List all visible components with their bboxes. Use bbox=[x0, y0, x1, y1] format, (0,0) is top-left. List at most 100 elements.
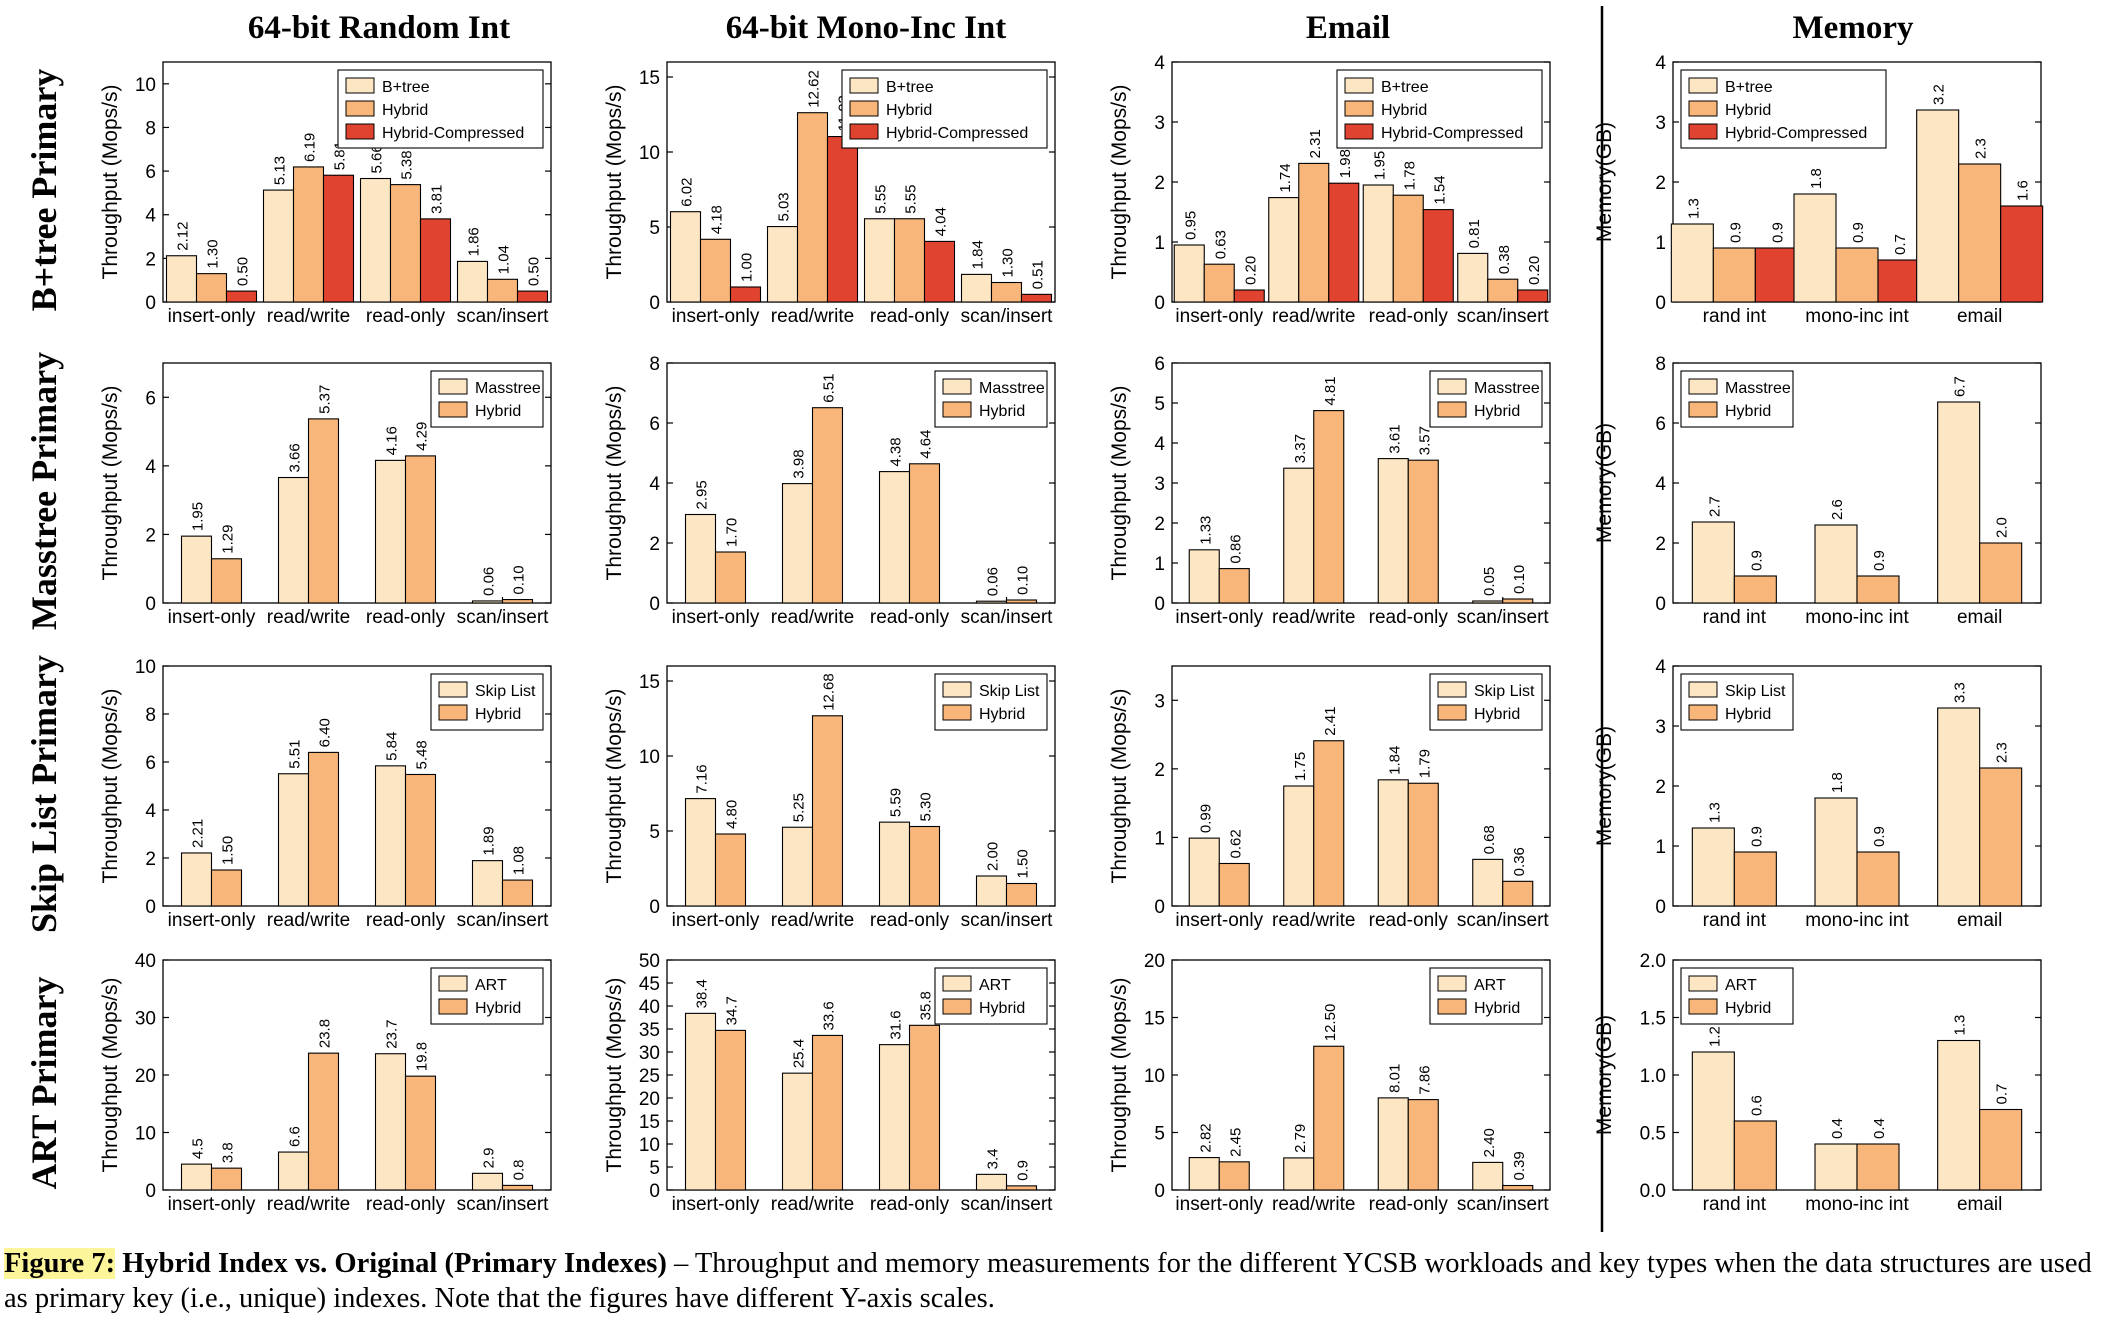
data-label: 1.54 bbox=[1431, 175, 1448, 204]
y-tick-label: 1 bbox=[1655, 837, 1666, 858]
data-label: 2.7 bbox=[1706, 496, 1723, 517]
legend-swatch bbox=[1688, 100, 1718, 117]
y-tick-label: 5 bbox=[1154, 1124, 1165, 1145]
data-label: 5.66 bbox=[369, 144, 386, 173]
y-tick-label: 3 bbox=[1154, 474, 1165, 495]
bar bbox=[501, 1184, 534, 1191]
legend-swatch bbox=[1344, 123, 1374, 140]
data-label: 4.80 bbox=[724, 800, 741, 829]
y-tick-label: 2 bbox=[1655, 173, 1666, 194]
x-tick-label: read-only bbox=[870, 910, 950, 931]
x-tick-label: read-only bbox=[1369, 1194, 1449, 1215]
bar bbox=[180, 535, 213, 604]
x-tick-label: insert-only bbox=[1175, 607, 1263, 628]
data-label: 8.01 bbox=[1386, 1064, 1403, 1093]
data-label: 6.02 bbox=[679, 177, 696, 206]
bar bbox=[277, 1151, 310, 1191]
data-label: 31.6 bbox=[888, 1010, 905, 1039]
bar bbox=[471, 1172, 504, 1191]
bar bbox=[1005, 882, 1038, 907]
y-tick-label: 0 bbox=[649, 594, 660, 615]
data-label: 6.51 bbox=[821, 373, 838, 402]
data-label: 0.06 bbox=[985, 567, 1002, 596]
x-tick-label: email bbox=[1957, 607, 2002, 628]
data-label: 1.84 bbox=[970, 240, 987, 269]
y-tick-label: 8 bbox=[145, 118, 156, 139]
data-label: 0.68 bbox=[1481, 825, 1498, 854]
bar bbox=[292, 166, 325, 303]
x-tick-label: rand int bbox=[1703, 306, 1767, 327]
legend-swatch bbox=[345, 77, 375, 94]
legend-swatch bbox=[942, 681, 972, 698]
x-tick-label: read-only bbox=[366, 306, 446, 327]
bar bbox=[1856, 851, 1900, 907]
legend-entry: Hybrid bbox=[475, 403, 521, 420]
bar bbox=[1733, 575, 1777, 604]
legend-entry: Hybrid-Compressed bbox=[1381, 125, 1523, 142]
legend-swatch bbox=[942, 378, 972, 395]
data-label: 0.62 bbox=[1227, 829, 1244, 858]
data-label: 2.12 bbox=[175, 222, 192, 251]
bar bbox=[1298, 162, 1330, 303]
data-label: 0.6 bbox=[1748, 1095, 1765, 1116]
legend-swatch bbox=[1688, 704, 1718, 721]
bar bbox=[180, 1163, 213, 1191]
x-tick-label: rand int bbox=[1703, 1194, 1767, 1215]
data-label: 0.20 bbox=[1526, 256, 1543, 285]
legend-swatch bbox=[1437, 401, 1467, 418]
bar bbox=[180, 852, 213, 907]
x-tick-label: scan/insert bbox=[457, 910, 550, 931]
data-label: 0.95 bbox=[1182, 211, 1199, 240]
y-tick-label: 2 bbox=[145, 249, 156, 270]
data-label: 1.8 bbox=[1829, 772, 1846, 793]
legend-entry: Hybrid bbox=[979, 1000, 1025, 1017]
x-tick-label: mono-inc int bbox=[1805, 306, 1909, 327]
y-tick-label: 10 bbox=[135, 75, 156, 96]
y-tick-label: 4 bbox=[1154, 53, 1165, 74]
x-tick-label: scan/insert bbox=[1457, 306, 1550, 327]
y-tick-label: 4 bbox=[1655, 657, 1666, 678]
chart-panel: 0 2 4 6 Throughput (Mops/s) insert-only 1.95 1.… bbox=[99, 362, 552, 628]
bar bbox=[1328, 182, 1360, 303]
y-tick-label: 1 bbox=[1655, 233, 1666, 254]
data-label: 19.8 bbox=[414, 1042, 431, 1071]
x-tick-label: insert-only bbox=[672, 1194, 760, 1215]
bar bbox=[1814, 1143, 1858, 1191]
caption-label: Figure 7: bbox=[4, 1248, 116, 1279]
plot-frame bbox=[162, 362, 552, 604]
legend: B+tree Hybrid Hybrid-Compressed bbox=[841, 69, 1048, 149]
legend-swatch bbox=[438, 378, 468, 395]
legend: Skip List Hybrid bbox=[1680, 673, 1794, 731]
legend: ART Hybrid bbox=[1429, 967, 1543, 1025]
x-tick-label: rand int bbox=[1703, 607, 1767, 628]
data-label: 5.30 bbox=[918, 792, 935, 821]
data-label: 0.7 bbox=[1892, 234, 1909, 255]
y-tick-label: 4 bbox=[649, 474, 660, 495]
y-tick-label: 6 bbox=[145, 753, 156, 774]
data-label: 0.10 bbox=[1511, 565, 1528, 594]
x-tick-label: read/write bbox=[267, 1194, 350, 1215]
legend-swatch bbox=[1688, 401, 1718, 418]
bar bbox=[210, 1167, 243, 1191]
data-label: 12.62 bbox=[806, 70, 823, 108]
bar bbox=[908, 463, 941, 604]
y-tick-label: 0 bbox=[649, 293, 660, 314]
y-axis-label: Throughput (Mops/s) bbox=[1108, 85, 1131, 280]
bar bbox=[165, 255, 198, 303]
y-tick-label: 1 bbox=[1154, 554, 1165, 575]
data-label: 1.70 bbox=[724, 518, 741, 547]
x-tick-label: read/write bbox=[771, 607, 854, 628]
data-label: 0.9 bbox=[1015, 1160, 1032, 1181]
x-tick-label: read-only bbox=[870, 306, 950, 327]
data-label: 0.05 bbox=[1481, 567, 1498, 596]
x-tick-label: mono-inc int bbox=[1805, 1194, 1909, 1215]
legend-box bbox=[1429, 370, 1543, 428]
bar bbox=[960, 273, 993, 303]
y-axis-label: Throughput (Mops/s) bbox=[603, 85, 626, 280]
chart-panel: 0 2 4 6 8 Throughput (Mops/s) insert-only 2.95 1… bbox=[603, 354, 1056, 628]
x-tick-label: read/write bbox=[267, 306, 350, 327]
y-tick-label: 0 bbox=[1655, 293, 1666, 314]
y-tick-label: 2 bbox=[1655, 534, 1666, 555]
y-tick-label: 20 bbox=[639, 1089, 660, 1110]
legend: ART Hybrid bbox=[934, 967, 1048, 1025]
